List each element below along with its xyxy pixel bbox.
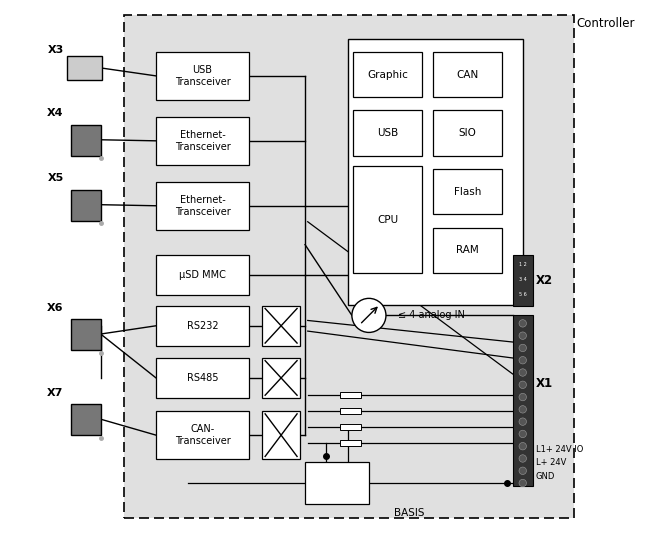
Bar	[340, 440, 361, 446]
Text: RAM: RAM	[456, 245, 479, 255]
Circle shape	[519, 430, 526, 438]
Bar	[263, 306, 300, 346]
Bar	[72, 125, 101, 156]
Bar	[263, 411, 300, 459]
Bar	[72, 319, 101, 350]
Text: X7: X7	[47, 388, 64, 398]
Circle shape	[519, 418, 526, 425]
Circle shape	[519, 369, 526, 376]
Text: SIO: SIO	[459, 128, 476, 138]
Text: X3: X3	[47, 44, 64, 55]
Text: BASIS: BASIS	[393, 508, 424, 518]
Text: CPU: CPU	[377, 215, 398, 225]
Circle shape	[519, 319, 526, 327]
Text: Graphic: Graphic	[367, 70, 408, 80]
Text: μSD MMC: μSD MMC	[179, 270, 226, 280]
Bar	[347, 39, 523, 305]
Text: X5: X5	[47, 173, 64, 184]
Text: 1 2: 1 2	[519, 262, 526, 268]
Bar	[156, 117, 249, 165]
Bar	[340, 408, 361, 415]
Text: GND: GND	[536, 472, 555, 480]
Text: L+ 24V: L+ 24V	[536, 458, 566, 468]
Text: Flash: Flash	[453, 187, 481, 197]
Text: ≤ 4 analog IN: ≤ 4 analog IN	[397, 310, 465, 320]
Text: Controller: Controller	[576, 17, 635, 30]
Bar	[433, 169, 502, 215]
Bar	[433, 111, 502, 156]
Text: X4: X4	[47, 109, 64, 118]
Bar	[72, 404, 101, 435]
Circle shape	[519, 393, 526, 401]
Text: 3 4: 3 4	[519, 277, 526, 282]
Bar	[156, 182, 249, 230]
Bar	[340, 392, 361, 399]
Bar	[353, 52, 422, 97]
Bar	[156, 255, 249, 295]
Bar	[433, 227, 502, 273]
Circle shape	[519, 442, 526, 450]
Bar	[353, 166, 422, 273]
Text: RS485: RS485	[187, 373, 218, 383]
Circle shape	[519, 332, 526, 339]
Circle shape	[519, 479, 526, 487]
Bar	[263, 358, 300, 398]
Bar	[156, 52, 249, 100]
Bar	[513, 316, 533, 486]
Text: USB: USB	[377, 128, 398, 138]
Bar	[340, 424, 361, 430]
Text: RS232: RS232	[187, 321, 218, 331]
Text: CAN: CAN	[456, 70, 478, 80]
Circle shape	[519, 406, 526, 413]
Circle shape	[519, 455, 526, 462]
Text: CAN-
Transceiver: CAN- Transceiver	[175, 424, 230, 446]
Bar	[156, 306, 249, 346]
Text: USB
Transceiver: USB Transceiver	[175, 65, 230, 87]
Text: Ethernet-
Transceiver: Ethernet- Transceiver	[175, 130, 230, 151]
Text: Ethernet-
Transceiver: Ethernet- Transceiver	[175, 195, 230, 217]
Circle shape	[519, 344, 526, 351]
Text: 5 6: 5 6	[519, 292, 526, 297]
Bar	[124, 14, 574, 518]
Bar	[433, 52, 502, 97]
Text: X6: X6	[47, 303, 64, 313]
Bar	[67, 56, 102, 80]
Text: X1: X1	[536, 377, 553, 390]
Bar	[156, 358, 249, 398]
Text: X2: X2	[536, 274, 553, 287]
Bar	[124, 14, 574, 518]
Bar	[353, 111, 422, 156]
Bar	[305, 462, 369, 505]
Circle shape	[352, 299, 386, 332]
Circle shape	[519, 467, 526, 475]
Bar	[156, 411, 249, 459]
Text: L1+ 24V IO: L1+ 24V IO	[536, 445, 583, 454]
Circle shape	[519, 381, 526, 388]
Bar	[513, 255, 533, 306]
Bar	[72, 190, 101, 220]
Circle shape	[519, 356, 526, 364]
